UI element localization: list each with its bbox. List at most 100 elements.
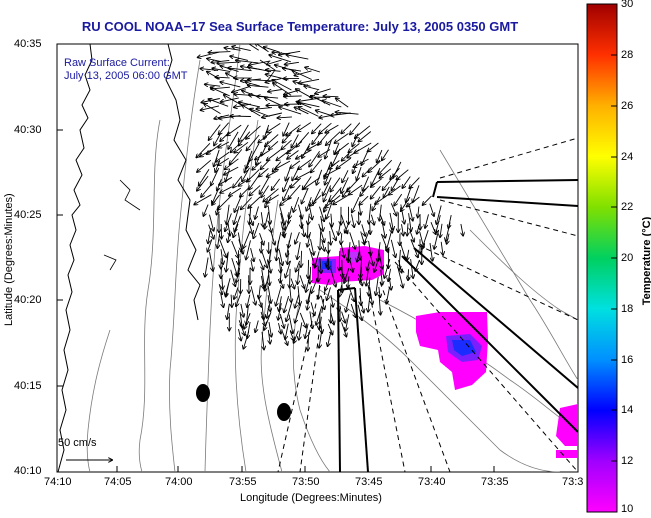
current-vector: [283, 132, 293, 142]
colorbar-tick-label: 20: [621, 252, 634, 264]
current-vector: [217, 195, 232, 209]
current-vector: [267, 295, 270, 311]
current-vector: [219, 122, 230, 135]
current-vector: [286, 55, 309, 60]
current-vector: [348, 143, 360, 153]
colorbar-tick-label: 24: [621, 151, 634, 163]
current-vector: [390, 167, 400, 179]
current-vector: [357, 304, 362, 320]
current-vector: [341, 177, 349, 193]
current-vector: [296, 260, 301, 272]
current-vector: [286, 302, 293, 321]
current-vector: [288, 212, 289, 223]
current-vector: [347, 285, 354, 301]
current-vector: [419, 231, 424, 247]
current-vector: [256, 108, 272, 110]
current-vector: [386, 286, 391, 304]
current-vector: [268, 329, 270, 344]
current-vector: [363, 166, 372, 177]
current-vector: [359, 204, 361, 215]
current-vector: [441, 241, 443, 255]
current-vector: [267, 305, 269, 318]
current-vector: [338, 221, 342, 235]
current-vector: [297, 242, 301, 259]
current-vector: [209, 99, 229, 107]
current-vector: [290, 268, 291, 288]
current-vector: [273, 83, 292, 96]
current-vector: [377, 149, 383, 162]
current-vector: [279, 107, 302, 115]
current-vector: [360, 185, 369, 196]
current-vector: [381, 269, 383, 285]
current-vectors: [194, 44, 463, 350]
current-vector: [307, 232, 311, 247]
current-vector: [319, 206, 325, 222]
current-vector: [218, 141, 230, 148]
current-vector: [266, 70, 281, 72]
current-vector: [284, 96, 302, 97]
current-vector: [294, 330, 299, 343]
current-vector: [378, 159, 393, 174]
current-vector: [349, 184, 363, 195]
current-vector: [369, 287, 373, 304]
current-vector: [259, 168, 269, 176]
current-vector: [267, 285, 271, 303]
site-marker-2: [277, 403, 291, 421]
current-vector: [246, 125, 261, 139]
current-vector: [408, 213, 412, 231]
current-vector: [243, 331, 250, 349]
current-vector: [245, 82, 260, 87]
current-vector: [389, 185, 401, 195]
current-vector: [231, 294, 232, 307]
current-vector: [341, 123, 352, 134]
current-vector: [367, 260, 369, 270]
current-vector: [220, 293, 224, 307]
current-vector: [429, 242, 433, 261]
current-vector: [287, 141, 303, 154]
current-vector: [446, 222, 451, 241]
current-vector: [283, 122, 290, 136]
colorbar-tick-label: 16: [621, 354, 634, 366]
current-vector: [239, 131, 251, 146]
current-vector: [381, 220, 385, 238]
current-vector: [379, 213, 384, 225]
current-vector: [228, 68, 252, 72]
current-vector: [260, 311, 265, 326]
current-vector: [328, 329, 332, 346]
current-vector: [389, 212, 393, 230]
current-vector: [266, 194, 279, 203]
colorbar-tick-label: 10: [621, 503, 634, 515]
current-vector: [311, 158, 322, 172]
current-vector: [237, 259, 241, 276]
current-vector: [326, 131, 341, 145]
current-vector: [205, 84, 221, 86]
current-vector: [238, 328, 242, 340]
current-vector: [239, 102, 261, 108]
current-vector: [245, 159, 251, 172]
current-vector: [234, 215, 241, 232]
current-vector: [366, 269, 368, 286]
current-vector: [243, 230, 251, 248]
current-vector: [262, 302, 264, 320]
current-vector: [251, 259, 253, 271]
y-tick-label: 40:30: [14, 124, 42, 136]
current-vector: [203, 204, 209, 216]
current-vector: [342, 170, 349, 182]
current-vector: [370, 214, 374, 225]
current-vector: [318, 284, 319, 299]
current-vector: [320, 231, 321, 249]
current-vector: [230, 149, 243, 164]
current-vector: [276, 240, 279, 261]
current-vector: [378, 250, 383, 269]
current-vector: [388, 268, 390, 281]
current-vector: [349, 259, 353, 271]
current-vector: [240, 312, 242, 327]
current-vector: [406, 185, 413, 202]
current-vector: [434, 229, 440, 249]
x-tick-label: 73:35: [481, 476, 509, 488]
current-vector: [368, 296, 370, 312]
current-vector: [293, 196, 300, 212]
current-vector: [369, 240, 371, 255]
current-vector: [341, 233, 342, 244]
current-vector: [292, 167, 300, 181]
